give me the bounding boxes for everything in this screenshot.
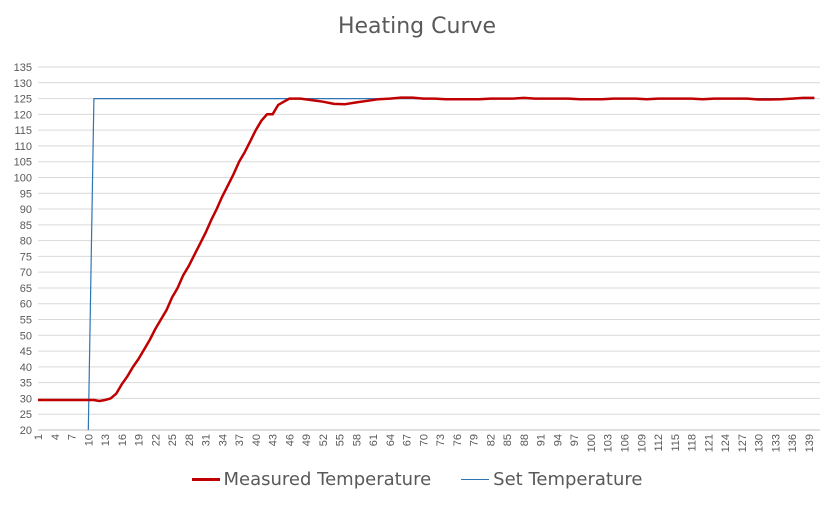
x-tick-label: 16 [117,434,129,446]
y-tick-label: 75 [20,251,32,263]
y-tick-label: 35 [20,378,32,390]
y-tick-label: 85 [20,220,32,232]
legend-item-set[interactable]: Set Temperature [461,469,642,490]
x-tick-label: 133 [770,434,782,452]
y-tick-label: 60 [20,299,32,311]
y-tick-label: 95 [20,188,32,200]
x-tick-label: 136 [787,434,799,452]
x-tick-label: 115 [670,434,682,452]
x-tick-label: 67 [402,434,414,446]
x-tick-label: 31 [201,434,213,446]
x-tick-label: 10 [83,434,95,446]
x-tick-label: 70 [418,434,430,446]
x-tick-label: 49 [301,434,313,446]
y-tick-label: 20 [20,425,32,437]
chart-legend: Measured Temperature Set Temperature [0,469,834,490]
y-tick-label: 120 [14,109,32,121]
x-tick-label: 82 [485,434,497,446]
x-tick-label: 130 [754,434,766,452]
y-tick-label: 70 [20,267,32,279]
x-tick-label: 79 [469,434,481,446]
x-tick-label: 112 [653,434,665,452]
x-tick-label: 73 [435,434,447,446]
x-tick-label: 127 [737,434,749,452]
legend-swatch-set [461,479,490,480]
x-tick-label: 91 [536,434,548,446]
legend-swatch-measured [191,478,220,481]
x-tick-label: 52 [318,434,330,446]
x-tick-label: 7 [67,434,79,440]
x-tick-label: 103 [603,434,615,452]
x-tick-label: 37 [234,434,246,446]
x-tick-label: 100 [586,434,598,452]
x-tick-label: 94 [552,434,564,446]
x-tick-label: 55 [335,434,347,446]
legend-label-measured: Measured Temperature [223,469,432,490]
y-tick-label: 130 [14,78,32,90]
y-tick-label: 115 [14,125,32,137]
y-tick-label: 45 [20,346,32,358]
legend-item-measured[interactable]: Measured Temperature [191,469,432,490]
y-tick-label: 30 [20,393,32,405]
y-tick-label: 25 [20,409,32,421]
x-tick-label: 64 [385,434,397,446]
y-tick-label: 90 [20,204,32,216]
x-tick-label: 124 [720,434,732,452]
x-tick-label: 118 [687,434,699,452]
y-tick-label: 80 [20,236,32,248]
x-tick-label: 1 [33,434,45,440]
x-tick-label: 106 [620,434,632,452]
y-tick-label: 100 [14,172,32,184]
x-tick-label: 58 [351,434,363,446]
y-tick-label: 65 [20,283,32,295]
y-tick-label: 135 [14,62,32,74]
x-tick-label: 46 [284,434,296,446]
x-tick-label: 121 [703,434,715,452]
x-tick-label: 97 [569,434,581,446]
x-tick-label: 28 [184,434,196,446]
series-line-set-temperature [87,98,815,431]
x-tick-label: 4 [50,434,62,440]
series-line-measured-temperature [38,96,815,403]
x-tick-label: 109 [636,434,648,452]
x-tick-label: 22 [150,434,162,446]
x-tick-label: 19 [134,434,146,446]
y-tick-label: 105 [14,157,32,169]
y-tick-label: 125 [14,94,32,106]
x-tick-label: 40 [251,434,263,446]
legend-label-set: Set Temperature [493,469,643,490]
y-tick-label: 50 [20,330,32,342]
x-tick-label: 139 [804,434,816,452]
x-tick-label: 43 [268,434,280,446]
y-tick-label: 110 [14,141,32,153]
x-tick-label: 88 [519,434,531,446]
y-tick-label: 55 [20,315,32,327]
x-tick-label: 85 [502,434,514,446]
x-tick-label: 13 [100,434,112,446]
y-tick-label: 40 [20,362,32,374]
x-tick-label: 25 [167,434,179,446]
x-tick-label: 34 [217,434,229,446]
x-tick-label: 76 [452,434,464,446]
x-tick-label: 61 [368,434,380,446]
chart-title: Heating Curve [337,14,497,39]
